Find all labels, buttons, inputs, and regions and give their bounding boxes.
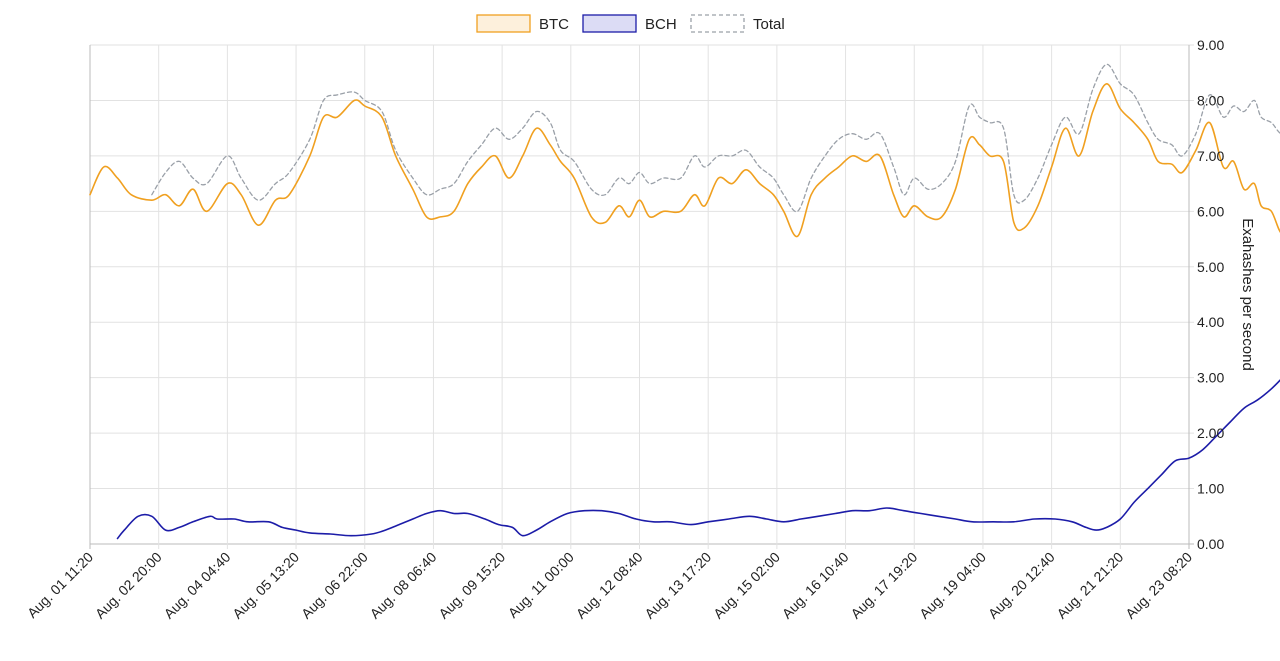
legend-item-total: Total: [690, 14, 785, 33]
x-tick-label: Aug. 16 10:40: [779, 549, 852, 622]
y-tick-label: 5.00: [1197, 259, 1224, 275]
y-axis-title: Exahashes per second: [1239, 218, 1256, 371]
legend-swatch: [690, 14, 745, 33]
series-lines: [89, 63, 1280, 540]
x-tick-label: Aug. 08 06:40: [367, 549, 440, 622]
legend: BTC BCH Total: [476, 14, 785, 33]
x-tick-label: Aug. 19 04:00: [916, 549, 989, 622]
legend-label: BTC: [539, 16, 569, 33]
x-tick-label: Aug. 12 08:40: [573, 549, 646, 622]
x-tick-label: Aug. 21 21:20: [1053, 549, 1126, 622]
legend-item-bch: BCH: [582, 14, 677, 33]
axes: 0.00 1.00 2.00 3.00 4.00 5.00 6.00 7.00 8.00 9.00…: [24, 37, 1225, 622]
legend-swatch: [582, 14, 637, 33]
x-tick-label: Aug. 04 04:40: [161, 549, 234, 622]
x-tick-label: Aug. 09 15:20: [435, 549, 508, 622]
grid-lines: [89, 44, 1194, 549]
legend-item-btc: BTC: [476, 14, 569, 33]
x-tick-label: Aug. 01 11:20: [24, 549, 96, 621]
y-tick-label: 3.00: [1197, 370, 1224, 386]
y-tick-label: 6.00: [1197, 203, 1224, 219]
x-tick-label: Aug. 06 22:00: [298, 549, 371, 622]
x-tick-label: Aug. 05 13:20: [229, 549, 302, 622]
x-tick-label: Aug. 15 02:00: [710, 549, 783, 622]
y-tick-label: 4.00: [1197, 314, 1224, 330]
x-tick-label: Aug. 17 19:20: [847, 549, 920, 622]
y-tick-label: 7.00: [1197, 148, 1224, 164]
y-tick-label: 9.00: [1197, 37, 1224, 53]
legend-swatch: [476, 14, 531, 33]
x-tick-label: Aug. 02 20:00: [92, 549, 165, 622]
series-line-bch: [116, 379, 1280, 540]
x-tick-label: Aug. 13 17:20: [641, 549, 714, 622]
legend-label: BCH: [645, 16, 677, 33]
y-tick-label: 8.00: [1197, 92, 1224, 108]
series-line-btc: [89, 83, 1280, 238]
legend-label: Total: [753, 16, 785, 33]
y-tick-label: 1.00: [1197, 481, 1224, 497]
x-tick-label: Aug. 20 12:40: [985, 549, 1058, 622]
x-tick-label: Aug. 11 00:00: [505, 549, 577, 621]
x-tick-label: Aug. 23 08:20: [1122, 549, 1195, 622]
y-tick-label: 2.00: [1197, 425, 1224, 441]
y-tick-label: 0.00: [1197, 536, 1224, 552]
series-line-total: [151, 63, 1280, 213]
